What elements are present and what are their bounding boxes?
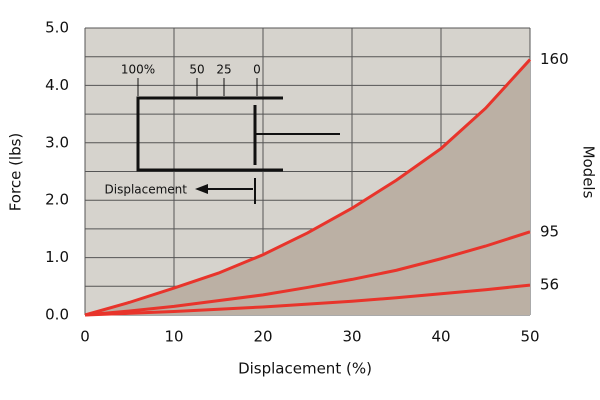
inset-diagram bbox=[136, 78, 340, 204]
line bbox=[84, 58, 532, 317]
inset-label: 25 bbox=[216, 63, 231, 77]
series-label: 95 bbox=[540, 222, 559, 240]
x-axis-title: Displacement (%) bbox=[238, 360, 372, 378]
y-tick-label: 4.0 bbox=[45, 76, 69, 94]
line bbox=[84, 283, 531, 317]
y-tick-label: 5.0 bbox=[45, 19, 69, 37]
y-tick-label: 3.0 bbox=[45, 133, 69, 151]
x-tick-label: 20 bbox=[253, 328, 272, 346]
y2-axis-title: Models bbox=[580, 146, 598, 199]
y-tick-label: 2.0 bbox=[45, 191, 69, 209]
line bbox=[84, 230, 531, 317]
x-tick-label: 10 bbox=[164, 328, 183, 346]
series-label: 160 bbox=[540, 50, 569, 68]
y-axis-title: Force (lbs) bbox=[7, 133, 25, 212]
inset-label: 100% bbox=[121, 63, 155, 77]
area bbox=[85, 59, 530, 315]
y-tick-label: 0.0 bbox=[45, 306, 69, 324]
y-tick-label: 1.0 bbox=[45, 248, 69, 266]
inset-label: 50 bbox=[189, 63, 204, 77]
cylinder bbox=[136, 96, 283, 172]
x-tick-label: 30 bbox=[342, 328, 361, 346]
inset-label: 0 bbox=[253, 63, 261, 77]
inset-arrow-label: Displacement bbox=[105, 183, 188, 197]
arrow-head bbox=[195, 184, 208, 194]
x-tick-label: 50 bbox=[520, 328, 539, 346]
x-tick-label: 40 bbox=[431, 328, 450, 346]
series-label: 56 bbox=[540, 276, 559, 294]
x-tick-label: 0 bbox=[80, 328, 90, 346]
